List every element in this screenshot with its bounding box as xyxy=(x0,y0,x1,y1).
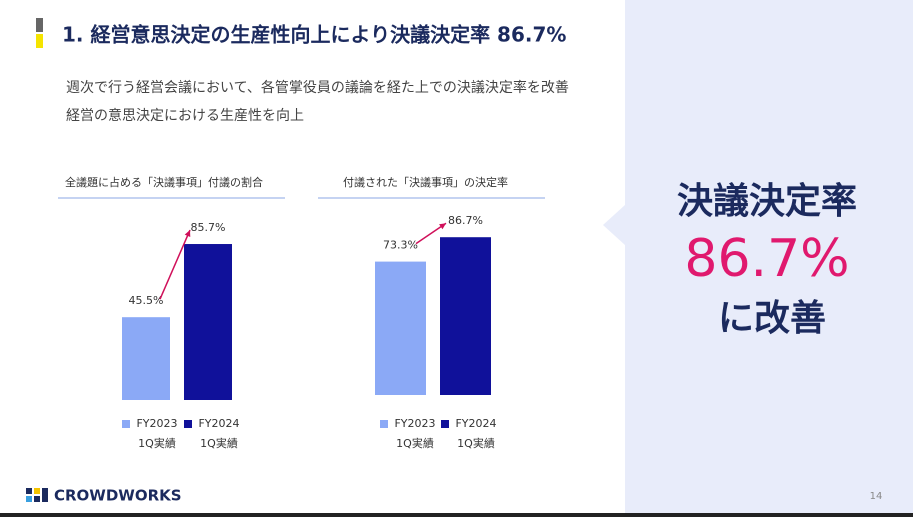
callout-text: に改善 xyxy=(718,298,826,339)
legend-swatch xyxy=(380,420,388,428)
side-panel xyxy=(625,0,913,517)
legend-item: FY2023 1Q実績 xyxy=(122,414,180,454)
legend-label: FY2024 1Q実績 xyxy=(198,417,240,450)
data-label: 86.7% xyxy=(448,214,483,227)
title-underline xyxy=(318,197,545,199)
legend-swatch xyxy=(184,420,192,428)
legend-swatch xyxy=(122,420,130,428)
legend-label: FY2024 1Q実績 xyxy=(455,417,497,450)
chart-title: 全議題に占める「決議事項」付議の割合 xyxy=(65,175,263,189)
legend-item: FY2023 1Q実績 xyxy=(380,414,438,454)
bar xyxy=(122,317,170,400)
logo-icon xyxy=(26,488,48,502)
bar xyxy=(375,261,426,395)
data-label: 85.7% xyxy=(191,221,226,234)
trend-arrow-head xyxy=(184,230,191,238)
chart-title: 付議された「決議事項」の決定率 xyxy=(343,175,508,189)
logo-text: CROWDWORKS xyxy=(54,487,182,505)
panel-notch xyxy=(603,205,625,245)
data-label: 45.5% xyxy=(129,294,164,307)
legend-label: FY2023 1Q実績 xyxy=(394,417,436,450)
legend-item: FY2024 1Q実績 xyxy=(441,414,499,454)
body-text: 週次で行う経営会議において、各管掌役員の議論を経た上での決議決定率を改善 xyxy=(66,79,569,96)
title-mark xyxy=(36,18,43,32)
legend-item: FY2024 1Q実績 xyxy=(184,414,242,454)
callout-text: 決議決定率 xyxy=(677,181,857,222)
title-mark xyxy=(36,34,43,48)
bar xyxy=(184,244,232,400)
bottom-rule xyxy=(0,513,913,517)
legend-swatch xyxy=(441,420,449,428)
data-label: 73.3% xyxy=(383,239,418,252)
bar xyxy=(440,237,491,395)
slide-title: 1. 経営意思決定の生産性向上により決議決定率 86.7% xyxy=(62,23,566,47)
trend-arrow xyxy=(159,229,191,300)
callout-value: 86.7% xyxy=(684,229,849,289)
title-underline xyxy=(58,197,285,199)
body-text: 経営の意思決定における生産性を向上 xyxy=(66,107,304,124)
legend-label: FY2023 1Q実績 xyxy=(136,417,178,450)
trend-arrow-head xyxy=(439,223,446,230)
page-number: 14 xyxy=(870,491,883,502)
